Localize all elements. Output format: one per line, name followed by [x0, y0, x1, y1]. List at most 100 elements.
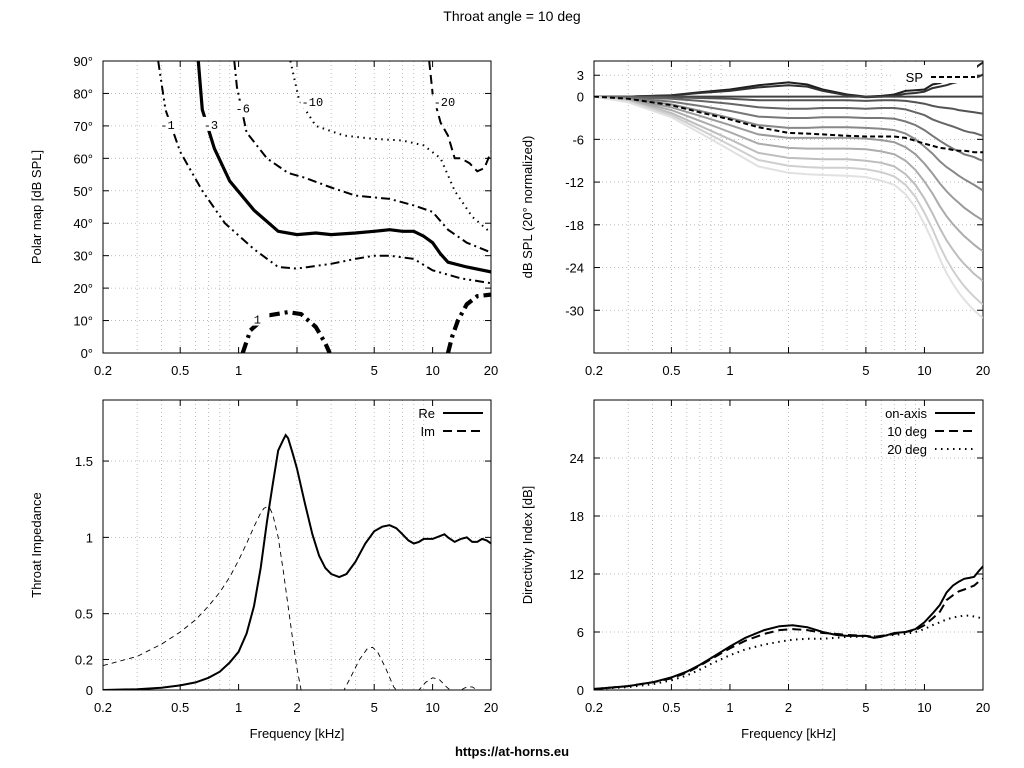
angle-line-60 [594, 95, 983, 192]
directivity-index-xtick-label: 0.2 [585, 700, 603, 715]
directivity-index-ytick-label: 12 [570, 567, 584, 582]
polar-map-ylabel: Polar map [dB SPL] [29, 150, 44, 264]
contour-label-bg [300, 94, 325, 109]
polar-map-xtick-label: 5 [371, 363, 378, 378]
polar-map-ytick-label: 80° [73, 86, 93, 101]
polar-map-panel: 0.2 0.5 1 5 10 20 0° 10° 20° 30° 40° 50° 60° 70° 80° 90… [29, 54, 498, 378]
normalized-spl-xtick-label: 1 [726, 363, 733, 378]
normalized-spl-ytick-label: -24 [565, 261, 584, 276]
contour-line--1 [157, 61, 491, 285]
angle-line-70 [594, 95, 983, 222]
contour-label-bg [155, 116, 180, 131]
normalized-spl-xtick-label: 5 [862, 363, 869, 378]
contour-line--3 [196, 61, 491, 274]
throat-impedance-xtick-label: 20 [484, 700, 498, 715]
legend-bg [891, 65, 977, 83]
directivity-index-xtick-label: 20 [976, 700, 990, 715]
throat-impedance-xtick-label: 1 [235, 700, 242, 715]
contour-line--6 [233, 61, 491, 254]
angle-line-110 [594, 95, 983, 319]
directivity-index-xtick-label: 1 [726, 700, 733, 715]
contour-label-bg [245, 311, 270, 326]
normalized-spl-ytick-label: -30 [565, 303, 584, 318]
directivity-index-ylabel: Directivity Index [dB] [520, 486, 535, 605]
angle-line-50 [594, 95, 983, 162]
contour-line-1 [445, 292, 491, 353]
footer-url: https://at-horns.eu [454, 744, 570, 759]
contour-line--20 [428, 61, 491, 173]
contour-label-bg [432, 94, 457, 109]
normalized-spl-ytick-label: 3 [577, 68, 584, 83]
polar-map-ytick-label: 0° [81, 346, 93, 361]
normalized-spl-ytick-label: -6 [572, 132, 584, 147]
angle-line-90 [594, 95, 983, 282]
angle-line-30 [594, 95, 983, 115]
polar-map-ytick-label: 30° [73, 249, 93, 264]
contour-label-bg [230, 100, 255, 115]
angle-line-80 [594, 95, 983, 253]
polar-map-ytick-label: 90° [73, 54, 93, 69]
directivity-index-xtick-label: 0.5 [662, 700, 680, 715]
normalized-spl-ylabel: dB SPL (20° normalized) [520, 136, 535, 279]
throat-impedance-xtick-label: 0.5 [171, 700, 189, 715]
normalized-spl-ytick-label: -18 [565, 218, 584, 233]
angle-line-40 [594, 95, 983, 137]
throat-impedance-xtick-label: 5 [371, 700, 378, 715]
throat-impedance-ytick-label: 1 [86, 530, 93, 545]
page-title: Throat angle = 10 deg [443, 8, 581, 24]
throat-impedance-legend-label: Im [421, 424, 435, 439]
throat-impedance-xtick-label: 10 [425, 700, 439, 715]
throat-impedance-ylabel: Throat Impedance [29, 492, 44, 598]
normalized-spl-ytick-label: 0 [577, 90, 584, 105]
series-line-20-deg [594, 614, 983, 690]
polar-map-xtick-label: 10 [425, 363, 439, 378]
normalized-spl-xtick-label: 0.2 [585, 363, 603, 378]
directivity-index-legend-label: 20 deg [887, 442, 927, 457]
normalized-spl-xtick-label: 0.5 [662, 363, 680, 378]
throat-impedance-xtick-label: 0.2 [94, 700, 112, 715]
series-line-Re [103, 433, 491, 690]
throat-impedance-legend-label: Re [418, 406, 435, 421]
polar-map-ytick-label: 20° [73, 281, 93, 296]
normalized-spl-xtick-label: 20 [976, 363, 990, 378]
directivity-index-legend-label: 10 deg [887, 424, 927, 439]
directivity-index-legend-label: on-axis [885, 406, 927, 421]
normalized-spl-ytick-label: -12 [565, 175, 584, 190]
throat-impedance-ytick-label: 0.2 [75, 652, 93, 667]
directivity-index-ytick-label: 0 [577, 683, 584, 698]
polar-map-ytick-label: 50° [73, 184, 93, 199]
polar-map-xtick-label: 0.2 [94, 363, 112, 378]
contour-label: -1 [160, 119, 174, 133]
contour-label: -10 [302, 96, 324, 110]
contour-label: 1 [254, 314, 261, 328]
polar-map-xtick-label: 1 [235, 363, 242, 378]
legend-label: SP [906, 70, 923, 85]
directivity-index-ytick-label: 24 [570, 451, 584, 466]
directivity-index-ytick-label: 18 [570, 509, 584, 524]
contour-line-1 [240, 309, 332, 353]
polar-map-xtick-label: 20 [484, 363, 498, 378]
contour-line--10 [289, 61, 491, 234]
directivity-index-xtick-label: 5 [862, 700, 869, 715]
contour-label: -20 [434, 96, 456, 110]
polar-map-ytick-label: 60° [73, 151, 93, 166]
directivity-index-xlabel: Frequency [kHz] [741, 726, 836, 741]
series-line-Im [103, 506, 491, 690]
polar-map-xtick-label: 0.5 [171, 363, 189, 378]
throat-impedance-ytick-label: 0.5 [75, 607, 93, 622]
contour-label: -6 [236, 103, 250, 117]
directivity-index-xtick-label: 10 [917, 700, 931, 715]
contour-label: -3 [204, 119, 218, 133]
throat-impedance-ytick-label: 0 [86, 683, 93, 698]
directivity-index-ytick-label: 6 [577, 625, 584, 640]
angle-line-100 [594, 95, 983, 306]
throat-impedance-xtick-label: 2 [293, 700, 300, 715]
normalized-spl-xtick-label: 10 [917, 363, 931, 378]
polar-map-ytick-label: 10° [73, 314, 93, 329]
polar-map-ytick-label: 40° [73, 216, 93, 231]
throat-impedance-ytick-label: 1.5 [75, 454, 93, 469]
